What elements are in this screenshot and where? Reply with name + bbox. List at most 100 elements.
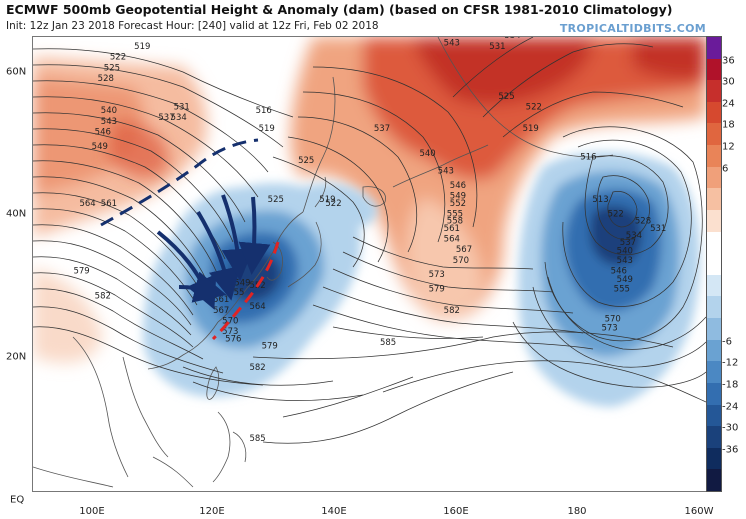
contour-label: 573 bbox=[222, 327, 238, 337]
contour-label: 531 bbox=[174, 103, 190, 113]
contour-label: 540 bbox=[101, 106, 117, 116]
map-panel: 519 522 525 528 540 543 546 549 531 537 534 516 519 5… bbox=[32, 36, 707, 492]
contour-label: 579 bbox=[73, 267, 89, 277]
contour-label: 582 bbox=[95, 292, 111, 302]
contour-label: 522 bbox=[608, 210, 624, 220]
contour-label: 564 bbox=[79, 199, 95, 209]
colorbar-tick: -18 bbox=[722, 379, 739, 391]
lon-label-120e: 120E bbox=[199, 506, 225, 517]
contour-label: 561 bbox=[101, 199, 117, 209]
colorbar-segment bbox=[707, 339, 721, 362]
contour-label: 522 bbox=[325, 199, 341, 209]
contour-label: 558 bbox=[447, 217, 463, 227]
contour-label: 537 bbox=[158, 113, 174, 123]
lon-label-160w: 160W bbox=[684, 506, 714, 517]
contour-label: 549 bbox=[92, 142, 108, 152]
colorbar-segment bbox=[707, 101, 721, 124]
site-brand: TROPICALTIDBITS.COM bbox=[559, 22, 706, 35]
contour-label: 543 bbox=[444, 38, 460, 48]
contour-label: 525 bbox=[268, 195, 284, 205]
contour-label: 528 bbox=[98, 74, 114, 84]
colorbar-segment bbox=[707, 426, 721, 449]
contour-label: 537 bbox=[374, 124, 390, 134]
contour-label: 555 bbox=[614, 284, 630, 294]
colorbar-tick: -6 bbox=[722, 336, 732, 348]
contour-label: 519 bbox=[134, 42, 150, 52]
contour-label: 546 bbox=[611, 267, 627, 277]
contour-label: 582 bbox=[444, 306, 460, 316]
contour-label: 543 bbox=[101, 117, 117, 127]
contour-label: 519 bbox=[259, 124, 275, 134]
lat-label-40n: 40N bbox=[6, 208, 27, 220]
contour-label: 525 bbox=[104, 63, 120, 73]
contour-label: 534 bbox=[171, 113, 187, 123]
lon-label-100e: 100E bbox=[79, 506, 105, 517]
contour-label: 528 bbox=[635, 217, 651, 227]
contour-label: 525 bbox=[498, 92, 514, 102]
contour-label: 519 bbox=[319, 195, 335, 205]
contour-label: 519 bbox=[523, 124, 539, 134]
contour-label: 573 bbox=[601, 324, 617, 334]
colorbar-tick: -12 bbox=[722, 357, 739, 369]
map-canvas: 5195225255285405435465495315375345165195… bbox=[33, 37, 706, 488]
contour-label: 546 bbox=[450, 181, 466, 191]
contour-label: 561 bbox=[444, 224, 460, 234]
contour-label: 516 bbox=[256, 106, 272, 116]
anomaly-colorbar bbox=[706, 36, 722, 492]
contour-label: 522 bbox=[526, 103, 542, 113]
colorbar-segment bbox=[707, 231, 721, 254]
contour-label: 534 bbox=[504, 37, 520, 41]
contour-label: 573 bbox=[429, 270, 445, 280]
colorbar-tick: 18 bbox=[722, 119, 735, 131]
lon-label-160e: 160E bbox=[443, 506, 469, 517]
positive-anomaly-region-pacific bbox=[108, 37, 706, 320]
contour-label: 555 bbox=[447, 210, 463, 220]
colorbar-segment bbox=[707, 318, 721, 341]
contour-label: 585 bbox=[380, 338, 396, 348]
contour-label: 534 bbox=[626, 231, 642, 241]
colorbar-segment bbox=[707, 469, 721, 492]
contour-label: 543 bbox=[617, 256, 633, 266]
colorbar-tick: 6 bbox=[722, 163, 729, 175]
colorbar-tick: 24 bbox=[722, 98, 735, 110]
contour-label: 537 bbox=[620, 238, 636, 248]
negative-anomaly-region-east bbox=[518, 152, 700, 407]
colorbar-tick: 36 bbox=[722, 55, 735, 67]
contour-label: 552 bbox=[450, 199, 466, 209]
contour-label: 540 bbox=[617, 247, 633, 257]
colorbar-segment bbox=[707, 209, 721, 233]
contour-label: 582 bbox=[249, 363, 265, 373]
colorbar-tick: 12 bbox=[722, 141, 735, 153]
lat-label-60n: 60N bbox=[6, 66, 27, 78]
contour-label: 522 bbox=[110, 53, 126, 63]
contour-label: 570 bbox=[605, 314, 621, 324]
contour-label: 531 bbox=[650, 224, 666, 234]
lon-label-180: 180 bbox=[567, 506, 587, 517]
colorbar-segment bbox=[707, 361, 721, 384]
contour-label: 579 bbox=[262, 341, 278, 351]
colorbar-segment bbox=[707, 166, 721, 189]
arrow-path-5 bbox=[178, 271, 227, 303]
colorbar-segment bbox=[707, 188, 721, 211]
colorbar-segment bbox=[707, 58, 721, 81]
colorbar-tick: -30 bbox=[722, 422, 739, 434]
annotation-overlay bbox=[100, 138, 280, 341]
contour-label: 570 bbox=[222, 316, 238, 326]
anomaly-shading bbox=[33, 37, 706, 407]
colorbar-segment bbox=[707, 145, 721, 168]
map-title: ECMWF 500mb Geopotential Height & Anomal… bbox=[6, 2, 673, 17]
contour-label: 585 bbox=[249, 434, 265, 444]
colorbar-segment bbox=[707, 274, 721, 297]
arrow-path-4 bbox=[238, 196, 271, 275]
colorbar-segment bbox=[707, 37, 721, 60]
contour-label: 549 bbox=[617, 275, 633, 285]
lon-label-140e: 140E bbox=[321, 506, 347, 517]
trough-axis-dashed-line bbox=[100, 138, 259, 227]
contour-label: 513 bbox=[592, 195, 608, 205]
map-subtitle: Init: 12z Jan 23 2018 Forecast Hour: [24… bbox=[6, 20, 379, 32]
colorbar-tick: -36 bbox=[722, 444, 739, 456]
colorbar-segment bbox=[707, 80, 721, 103]
contour-label: 555 bbox=[228, 288, 244, 298]
colorbar-segment bbox=[707, 382, 721, 405]
contour-label: 561 bbox=[213, 295, 229, 305]
